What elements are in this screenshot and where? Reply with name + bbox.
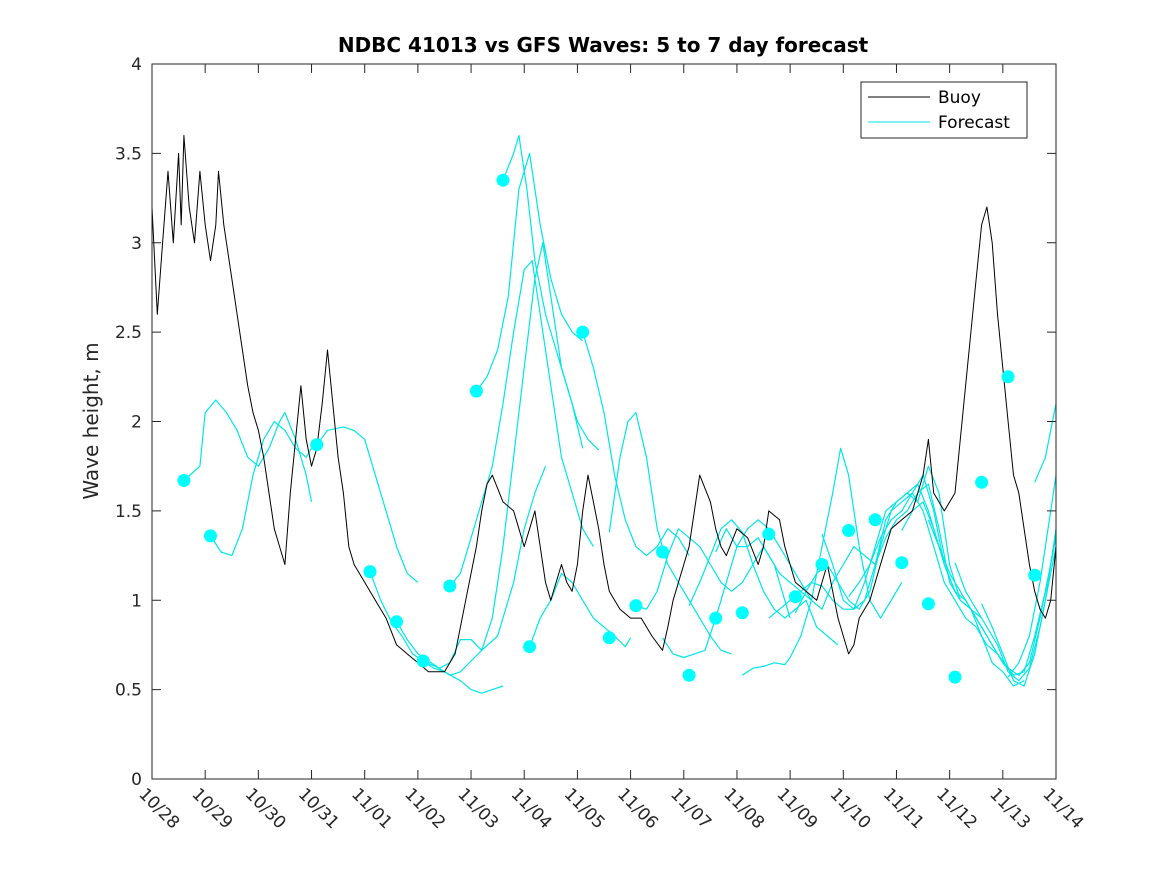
forecast-start-marker-18 [762,527,776,541]
forecast-run-15-line [688,519,839,646]
y-tick-label: 0.5 [115,681,142,701]
forecast-start-marker-28 [1028,568,1042,582]
x-tick-label: 11/04 [507,784,556,833]
forecast-run-26-line [981,524,1056,687]
forecast-run-17-line [741,447,903,676]
forecast-run-8-line [475,152,584,392]
forecast-start-marker-15 [682,668,696,682]
chart-title: NDBC 41013 vs GFS Waves: 5 to 7 day fore… [338,33,869,57]
forecast-start-marker-17 [735,606,749,620]
forecast-start-marker-5 [390,615,404,629]
y-tick-label: 3 [131,234,142,254]
series-layer [152,134,1114,694]
forecast-run-7-line [449,260,594,587]
forecast-run-9-line [502,134,600,451]
legend-buoy-label: Buoy [938,88,981,108]
forecast-run-29-line [1061,377,1114,609]
forecast-start-marker-19 [788,590,802,604]
forecast-start-marker-23 [895,556,909,570]
x-tick-label: 11/07 [666,784,715,833]
forecast-run-10-line [529,572,632,648]
y-axis-label: Wave height, m [79,342,103,499]
forecast-run-25-line [954,543,1056,682]
x-tick-label: 11/09 [773,784,822,833]
x-tick-label: 11/11 [879,784,928,833]
forecast-run-6-line [422,242,584,669]
y-tick-label: 1 [131,591,142,611]
y-tick-label: 2 [131,413,142,433]
forecast-start-marker-7 [443,579,457,593]
x-tick-label: 11/06 [613,784,662,833]
x-tick-label: 11/02 [400,784,449,833]
plot-frame [152,64,1056,779]
forecast-start-marker-11 [576,325,590,339]
forecast-start-marker-1 [177,474,191,487]
forecast-run-24-line [927,519,1056,676]
forecast-start-marker-6 [416,654,430,668]
x-tick-label: 11/12 [932,784,981,833]
forecast-start-marker-12 [602,631,616,645]
y-tick-label: 3.5 [115,144,142,164]
forecast-start-marker-21 [842,524,856,537]
forecast-start-marker-8 [469,384,483,398]
forecast-start-marker-3 [310,438,324,452]
forecast-start-marker-13 [629,599,643,613]
x-tick-label: 11/13 [985,784,1034,833]
forecast-start-marker-16 [709,611,723,625]
y-tick-label: 1.5 [115,502,142,522]
x-tick-label: 10/28 [134,784,183,833]
legend-box [860,81,1028,139]
x-tick-label: 10/29 [188,784,237,833]
forecast-start-marker-9 [496,173,510,187]
forecast-start-marker-27 [1001,370,1015,384]
forecast-run-21-line [848,492,998,655]
y-tick-label: 4 [131,55,142,75]
forecast-run-1-line [183,399,313,503]
forecast-run-12-line [608,412,732,655]
x-tick-label: 11/01 [347,784,396,833]
forecast-run-22-line [874,483,1025,687]
forecast-start-marker-25 [948,670,962,684]
x-tick-label: 11/03 [454,784,503,833]
forecast-start-marker-24 [921,597,935,611]
forecast-run-2-line [209,420,313,557]
forecast-run-5-line [396,465,547,676]
y-tick-label: 2.5 [115,323,142,343]
forecast-start-marker-4 [363,565,377,579]
legend-forecast-label: Forecast [938,113,1010,133]
x-tick-label: 11/08 [719,784,768,833]
forecast-start-marker-10 [523,640,537,654]
forecast-run-27-line [1007,471,1056,678]
x-tick-label: 10/30 [241,784,290,833]
x-tick-label: 11/10 [826,784,875,833]
x-tick-label: 11/14 [1038,784,1087,833]
forecast-start-marker-2 [204,529,217,543]
x-tick-label: 10/31 [294,784,343,833]
forecast-start-marker-22 [868,513,882,527]
forecast-run-11-line [582,331,690,557]
forecast-start-marker-14 [656,545,669,559]
legend: Buoy Forecast [860,81,1028,139]
forecast-run-16-line [715,519,876,610]
x-tick-label: 11/05 [560,784,609,833]
forecast-start-marker-26 [975,475,989,489]
buoy-line [152,135,1056,673]
y-tick-label: 0 [131,770,142,790]
forecast-run-28-line [1034,401,1056,483]
forecast-start-marker-20 [815,558,829,571]
